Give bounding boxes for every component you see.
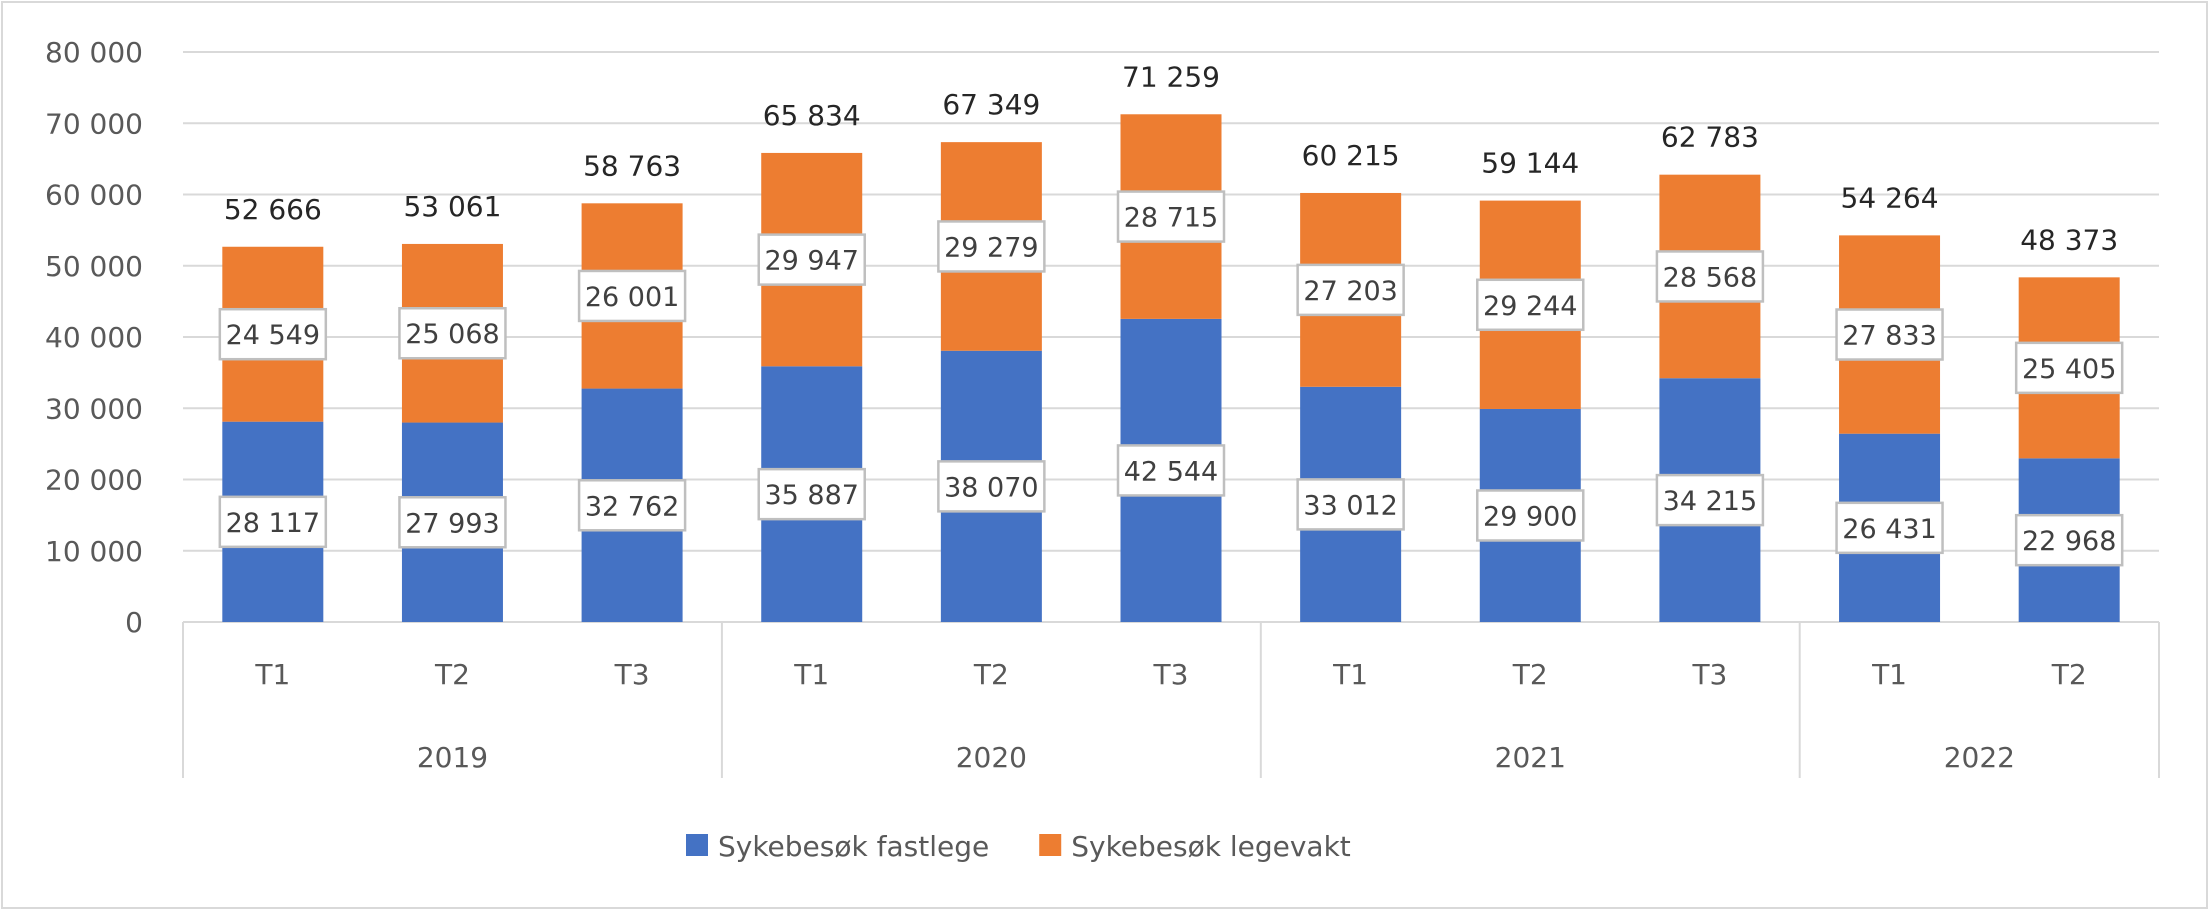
data-label-box	[398, 496, 507, 549]
x-tick-label: T2	[2051, 658, 2087, 691]
data-label-box	[577, 479, 687, 532]
total-label: 52 666	[224, 193, 322, 226]
total-label: 48 373	[2020, 223, 2118, 256]
total-label: 71 259	[1122, 60, 1220, 93]
data-label: 27 203	[1303, 276, 1397, 307]
x-tick-label: T1	[1871, 658, 1907, 691]
data-label-box	[757, 233, 866, 286]
data-label-box	[1655, 473, 1765, 527]
data-label: 25 405	[2022, 354, 2116, 385]
data-label: 35 887	[764, 480, 858, 511]
data-label: 38 070	[944, 472, 1038, 503]
data-label: 42 544	[1124, 456, 1218, 487]
data-label-box	[2014, 513, 2124, 567]
data-label: 26 431	[1842, 514, 1936, 545]
data-label-box	[937, 460, 1046, 513]
data-label-box	[1835, 308, 1944, 361]
x-tick-label: T3	[1691, 658, 1727, 691]
data-label: 29 900	[1483, 501, 1577, 532]
data-label-box	[1296, 478, 1405, 531]
data-label: 24 549	[226, 320, 320, 351]
data-label: 27 993	[405, 508, 499, 539]
data-label: 29 947	[764, 246, 858, 277]
x-group-label: 2019	[417, 741, 488, 774]
legend-label: Sykebesøk legevakt	[1071, 830, 1351, 863]
data-label: 28 715	[1124, 203, 1218, 234]
data-label-box	[1296, 263, 1405, 317]
data-label-box	[398, 306, 507, 360]
data-label: 25 068	[405, 319, 499, 350]
data-label-box	[757, 467, 866, 521]
legend-label: Sykebesøk fastlege	[718, 830, 989, 863]
legend-swatch	[1039, 834, 1062, 856]
y-tick-label: 40 000	[45, 321, 143, 354]
data-label-box	[937, 220, 1046, 273]
data-label: 33 012	[1303, 490, 1397, 521]
data-label: 27 833	[1842, 321, 1936, 352]
y-tick-label: 30 000	[45, 392, 143, 425]
y-tick-label: 10 000	[45, 535, 143, 568]
total-label: 58 763	[583, 149, 681, 182]
data-label: 34 215	[1663, 486, 1757, 517]
data-label-box	[1476, 278, 1585, 332]
x-group-label: 2020	[956, 741, 1027, 774]
data-label: 22 968	[2022, 526, 2116, 557]
total-label: 65 834	[763, 99, 861, 132]
data-label: 32 762	[585, 491, 679, 522]
x-tick-label: T1	[793, 658, 829, 691]
y-tick-label: 0	[125, 606, 143, 639]
x-tick-label: T3	[1153, 658, 1189, 691]
data-label: 29 279	[944, 232, 1038, 263]
total-label: 67 349	[942, 88, 1040, 121]
y-tick-label: 60 000	[45, 179, 143, 212]
data-label-box	[577, 269, 687, 323]
total-label: 60 215	[1302, 139, 1400, 172]
data-label-box	[2014, 341, 2124, 395]
x-group-label: 2022	[1944, 741, 2015, 774]
y-tick-label: 80 000	[45, 36, 143, 69]
data-label-box	[1655, 250, 1765, 303]
data-label-box	[1476, 489, 1585, 542]
x-tick-label: T1	[254, 658, 290, 691]
total-label: 62 783	[1661, 121, 1759, 154]
data-label-box	[1116, 190, 1226, 243]
x-tick-label: T2	[434, 658, 470, 691]
total-label: 54 264	[1841, 181, 1939, 214]
x-tick-label: T1	[1332, 658, 1368, 691]
total-label: 59 144	[1481, 147, 1579, 180]
data-label: 26 001	[585, 282, 679, 313]
data-label: 29 244	[1483, 291, 1577, 322]
data-label: 28 568	[1663, 262, 1757, 293]
data-label: 28 117	[226, 508, 320, 539]
y-tick-label: 50 000	[45, 250, 143, 283]
x-tick-label: T3	[614, 658, 650, 691]
data-label-box	[1116, 444, 1226, 497]
legend-swatch	[686, 834, 708, 856]
y-tick-label: 70 000	[45, 107, 143, 140]
y-tick-label: 20 000	[45, 464, 143, 497]
data-label-box	[218, 307, 328, 361]
x-tick-label: T2	[973, 658, 1009, 691]
data-label-box	[218, 495, 328, 549]
x-group-label: 2021	[1495, 741, 1566, 774]
x-tick-label: T2	[1512, 658, 1548, 691]
data-label-box	[1835, 501, 1944, 555]
total-label: 53 061	[403, 190, 501, 223]
